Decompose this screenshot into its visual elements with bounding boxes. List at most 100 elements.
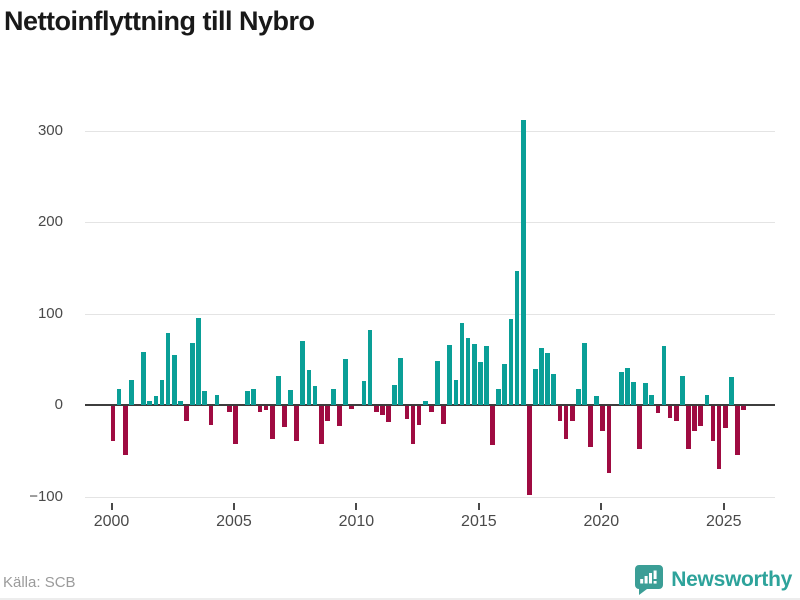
x-axis-label: 2005: [216, 513, 252, 530]
bar-negative: [667, 406, 673, 418]
bar-positive: [582, 342, 587, 405]
bar-positive: [116, 389, 122, 405]
bar-positive: [190, 342, 195, 405]
bar-positive: [153, 395, 159, 406]
x-tick-mark: [110, 503, 113, 510]
y-axis-label: 300: [37, 121, 63, 139]
bar-positive: [484, 345, 489, 405]
bar-negative: [557, 406, 563, 421]
bar-negative: [673, 406, 679, 421]
bar-negative: [373, 406, 379, 413]
bar-positive: [729, 376, 734, 405]
x-axis-label: 2000: [93, 513, 130, 530]
x-tick-mark: [355, 503, 358, 510]
bar-negative: [526, 406, 532, 495]
bar-negative: [324, 406, 330, 421]
bar-positive: [141, 351, 146, 405]
bar-positive: [618, 372, 624, 405]
bar-positive: [361, 381, 367, 405]
bar-positive: [422, 401, 428, 405]
bar-negative: [692, 406, 697, 431]
bar-negative: [735, 406, 740, 455]
bar-positive: [435, 361, 440, 405]
bar-negative: [490, 406, 495, 446]
bar-positive: [643, 383, 648, 405]
bar-positive: [129, 380, 134, 405]
x-tick-mark: [600, 503, 603, 510]
bar-negative: [233, 406, 238, 445]
bar-negative: [429, 406, 434, 413]
bar-negative: [410, 406, 416, 445]
bar-negative: [257, 406, 263, 412]
bar-negative: [226, 406, 232, 412]
bar-positive: [551, 373, 557, 405]
bar-positive: [367, 330, 373, 405]
bar-negative: [349, 406, 355, 409]
bar-positive: [214, 394, 220, 405]
bar-positive: [661, 346, 667, 405]
bar-negative: [208, 406, 214, 426]
bar-positive: [545, 352, 551, 405]
bar-negative: [698, 406, 704, 427]
bar-negative: [600, 406, 606, 431]
bar-negative: [441, 406, 446, 425]
x-axis-label: 2020: [583, 513, 620, 530]
bar-negative: [282, 406, 287, 427]
bar-positive: [539, 348, 544, 405]
bar-negative: [404, 406, 410, 419]
bar-negative: [655, 406, 661, 414]
bar-positive: [275, 375, 281, 405]
gridline: [85, 496, 775, 498]
bar-negative: [386, 406, 391, 422]
newsworthy-wordmark: Newsworthy: [671, 568, 792, 591]
bar-positive: [392, 384, 397, 405]
bar-negative: [563, 406, 569, 439]
bar-negative: [294, 406, 300, 441]
bar-negative: [184, 406, 189, 421]
x-axis-label: 2025: [705, 513, 742, 530]
x-axis-label: 2010: [338, 513, 375, 530]
bottom-edge-divider: [0, 598, 800, 600]
bar-negative: [710, 406, 716, 441]
bar-negative: [741, 406, 746, 410]
bar-positive: [196, 318, 202, 405]
plot-area: 300 200 100 0 −100 2000 2005 2010 2015 2020 2025: [29, 120, 775, 530]
bar-positive: [575, 388, 581, 405]
x-tick-mark: [477, 503, 480, 510]
bar-positive: [680, 375, 685, 405]
bar-positive: [171, 354, 177, 405]
bar-negative: [110, 406, 116, 441]
bar-positive: [624, 367, 630, 405]
bar-positive: [704, 394, 710, 405]
bar-positive: [306, 370, 312, 405]
bar-negative: [122, 406, 128, 456]
bar-positive: [514, 270, 520, 405]
bar-positive: [331, 389, 336, 405]
bar-negative: [722, 406, 728, 428]
newsworthy-icon: [635, 565, 664, 595]
bar-negative: [686, 406, 691, 449]
bar-negative: [416, 406, 422, 426]
x-tick-mark: [232, 503, 235, 510]
zero-axis-line: [85, 404, 775, 406]
bar-negative: [380, 406, 385, 416]
gridline: [85, 222, 775, 223]
bar-positive: [520, 120, 526, 405]
bar-positive: [649, 394, 655, 405]
bar-positive: [251, 389, 257, 405]
bar-negative: [269, 406, 275, 439]
x-axis-label: 2015: [461, 513, 497, 530]
bar-positive: [502, 363, 508, 405]
bar-positive: [533, 369, 538, 405]
bar-negative: [637, 406, 642, 449]
bar-positive: [177, 401, 183, 405]
bar-positive: [165, 332, 171, 405]
bar-positive: [245, 391, 251, 405]
chart-title: Nettoinflyttning till Nybro: [4, 6, 315, 36]
bar-negative: [569, 406, 575, 421]
bar-positive: [477, 362, 483, 405]
bar-positive: [508, 319, 514, 405]
bar-positive: [398, 358, 404, 405]
bar-negative: [606, 406, 612, 473]
